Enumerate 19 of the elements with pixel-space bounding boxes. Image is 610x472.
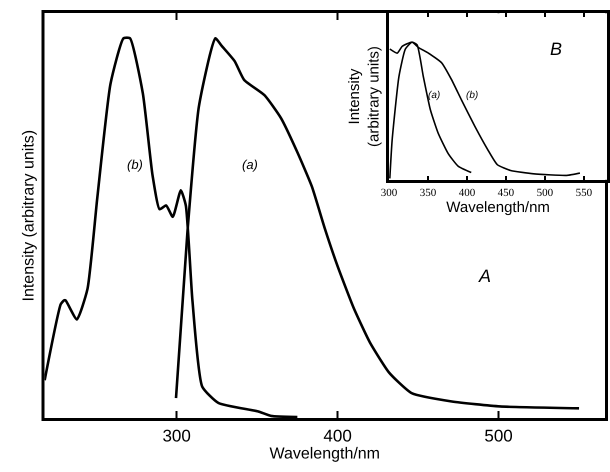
annotation: B (550, 39, 562, 59)
annotation: A (478, 266, 492, 286)
x-tick-label: 550 (576, 187, 593, 200)
x-tick-label: 500 (484, 426, 513, 446)
annotation: (a) (428, 90, 440, 101)
x-tick-label: 350 (420, 187, 437, 200)
annotation: (b) (127, 157, 143, 172)
x-tick-label: 300 (380, 187, 398, 200)
x-tick-label: 400 (458, 187, 476, 200)
x-axis-title: Wavelength/nm (269, 446, 380, 463)
x-tick-label: 450 (498, 187, 515, 200)
y-axis-title: Intensity (arbitrary units) (346, 46, 382, 147)
annotation: (b) (466, 90, 478, 101)
x-axis-title: Wavelength/nm (446, 199, 550, 216)
x-tick-label: 500 (536, 187, 554, 200)
annotation: (a) (242, 157, 258, 172)
y-axis-title: Intensity (arbitrary units) (20, 130, 38, 302)
x-tick-label: 400 (323, 426, 352, 446)
x-tick-label: 300 (162, 426, 191, 446)
